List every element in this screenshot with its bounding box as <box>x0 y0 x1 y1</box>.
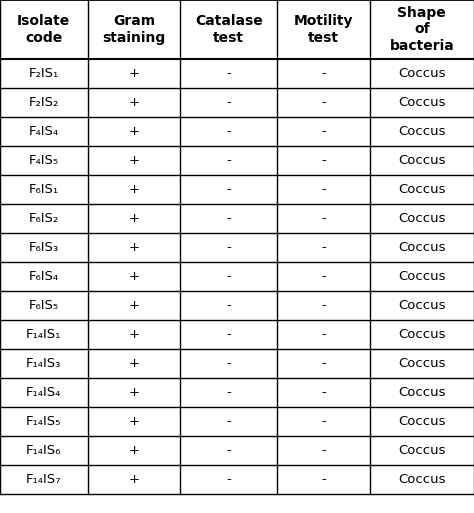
Text: Coccus: Coccus <box>398 299 446 312</box>
Text: -: - <box>226 241 231 254</box>
Text: -: - <box>321 386 326 399</box>
Text: Coccus: Coccus <box>398 328 446 341</box>
Text: -: - <box>226 67 231 80</box>
Text: Coccus: Coccus <box>398 444 446 457</box>
Text: F₆IS₅: F₆IS₅ <box>29 299 59 312</box>
Text: -: - <box>226 357 231 370</box>
Text: -: - <box>226 415 231 428</box>
Text: Coccus: Coccus <box>398 473 446 486</box>
Text: -: - <box>321 299 326 312</box>
Text: -: - <box>321 415 326 428</box>
Text: -: - <box>321 328 326 341</box>
Text: -: - <box>321 444 326 457</box>
Text: F₁₄IS₁: F₁₄IS₁ <box>26 328 62 341</box>
Text: -: - <box>321 125 326 138</box>
Text: Coccus: Coccus <box>398 212 446 225</box>
Text: -: - <box>226 96 231 109</box>
Text: -: - <box>321 241 326 254</box>
Text: Coccus: Coccus <box>398 270 446 283</box>
Text: F₁₄IS₅: F₁₄IS₅ <box>26 415 62 428</box>
Text: -: - <box>226 473 231 486</box>
Text: Gram
staining: Gram staining <box>102 14 165 45</box>
Text: -: - <box>321 212 326 225</box>
Text: -: - <box>226 154 231 167</box>
Text: Coccus: Coccus <box>398 125 446 138</box>
Text: +: + <box>128 473 139 486</box>
Text: +: + <box>128 444 139 457</box>
Text: +: + <box>128 67 139 80</box>
Text: Motility
test: Motility test <box>294 14 353 45</box>
Text: +: + <box>128 183 139 196</box>
Text: F₆IS₁: F₆IS₁ <box>29 183 59 196</box>
Text: Coccus: Coccus <box>398 241 446 254</box>
Text: -: - <box>226 183 231 196</box>
Text: -: - <box>321 183 326 196</box>
Text: +: + <box>128 415 139 428</box>
Text: F₂IS₂: F₂IS₂ <box>28 96 59 109</box>
Text: -: - <box>226 444 231 457</box>
Text: -: - <box>226 125 231 138</box>
Text: Coccus: Coccus <box>398 67 446 80</box>
Text: F₆IS₃: F₆IS₃ <box>29 241 59 254</box>
Text: -: - <box>321 473 326 486</box>
Text: +: + <box>128 386 139 399</box>
Text: +: + <box>128 270 139 283</box>
Text: +: + <box>128 241 139 254</box>
Text: -: - <box>226 386 231 399</box>
Text: -: - <box>226 328 231 341</box>
Text: F₁₄IS₆: F₁₄IS₆ <box>26 444 62 457</box>
Text: +: + <box>128 212 139 225</box>
Text: Shape
of
bacteria: Shape of bacteria <box>390 6 454 53</box>
Text: -: - <box>321 96 326 109</box>
Text: F₄IS₅: F₄IS₅ <box>29 154 59 167</box>
Text: Coccus: Coccus <box>398 154 446 167</box>
Text: F₆IS₄: F₆IS₄ <box>29 270 59 283</box>
Text: +: + <box>128 357 139 370</box>
Text: F₂IS₁: F₂IS₁ <box>29 67 59 80</box>
Text: Isolate
code: Isolate code <box>17 14 71 45</box>
Text: F₄IS₄: F₄IS₄ <box>29 125 59 138</box>
Text: Coccus: Coccus <box>398 183 446 196</box>
Text: -: - <box>321 154 326 167</box>
Text: +: + <box>128 299 139 312</box>
Text: -: - <box>321 67 326 80</box>
Text: F₆IS₂: F₆IS₂ <box>29 212 59 225</box>
Text: -: - <box>226 299 231 312</box>
Text: -: - <box>321 270 326 283</box>
Text: F₁₄IS₇: F₁₄IS₇ <box>26 473 62 486</box>
Text: +: + <box>128 154 139 167</box>
Text: Coccus: Coccus <box>398 386 446 399</box>
Text: Coccus: Coccus <box>398 357 446 370</box>
Text: F₁₄IS₃: F₁₄IS₃ <box>26 357 62 370</box>
Text: +: + <box>128 125 139 138</box>
Text: +: + <box>128 328 139 341</box>
Text: F₁₄IS₄: F₁₄IS₄ <box>26 386 62 399</box>
Text: -: - <box>226 212 231 225</box>
Text: Coccus: Coccus <box>398 96 446 109</box>
Text: Catalase
test: Catalase test <box>195 14 263 45</box>
Text: -: - <box>321 357 326 370</box>
Text: Coccus: Coccus <box>398 415 446 428</box>
Text: -: - <box>226 270 231 283</box>
Text: +: + <box>128 96 139 109</box>
